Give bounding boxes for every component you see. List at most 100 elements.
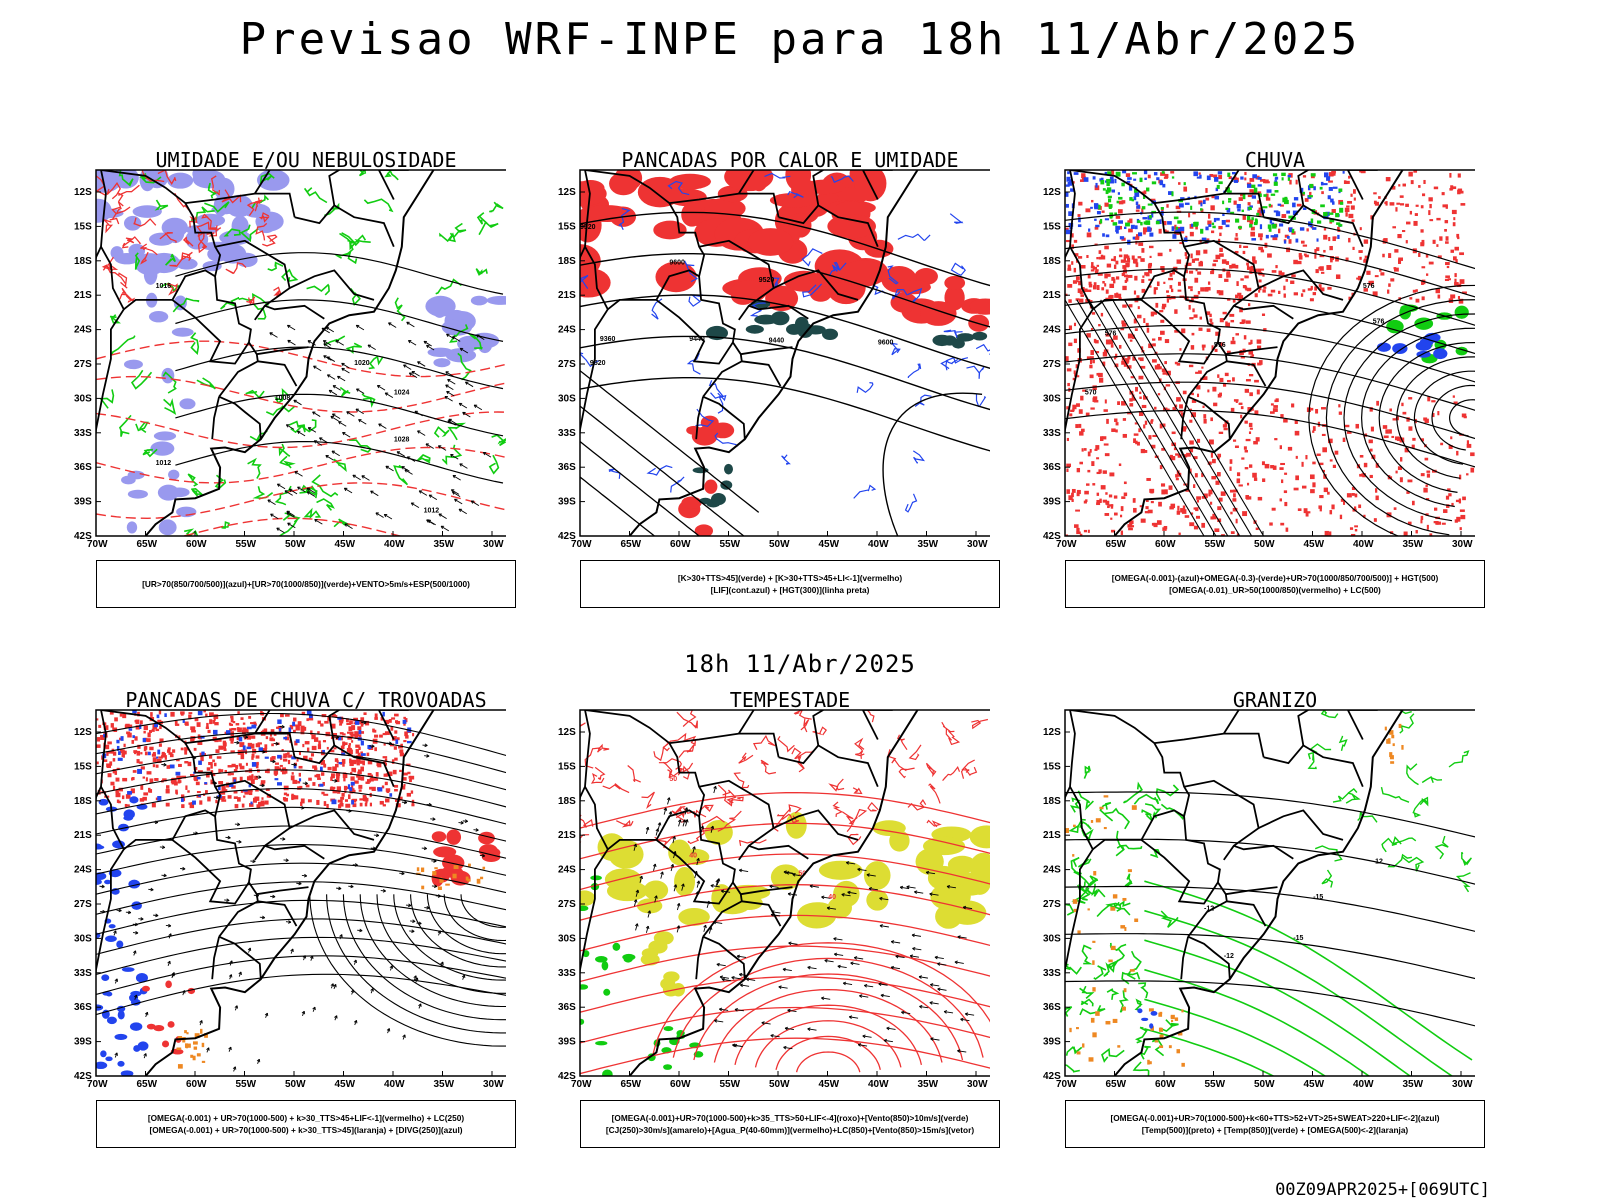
field-speck xyxy=(367,772,372,776)
border-line xyxy=(123,299,173,311)
field-speck xyxy=(1153,287,1158,290)
field-speck xyxy=(319,783,324,787)
wind-vector xyxy=(276,527,285,534)
field-speck xyxy=(1290,280,1295,284)
isoline xyxy=(580,1006,990,1044)
wind-vector xyxy=(736,955,747,958)
lon-tick-label: 60W xyxy=(670,1079,691,1090)
field-speck xyxy=(1306,228,1309,232)
map-svg: -12-12-15-15-1212S15S18S21S24S27S30S33S3… xyxy=(1043,709,1475,1090)
field-speck xyxy=(1188,364,1194,368)
field-speck xyxy=(293,764,297,769)
wind-vector-head xyxy=(276,527,280,531)
wind-vector xyxy=(331,450,340,457)
field-speck xyxy=(1228,198,1232,201)
contour-fragment xyxy=(282,512,301,523)
field-speck xyxy=(1329,459,1333,462)
field-speck xyxy=(453,865,459,870)
wind-vector xyxy=(355,408,364,415)
field-speck xyxy=(1159,180,1164,186)
field-speck xyxy=(1208,224,1212,227)
field-blob xyxy=(1149,1023,1154,1029)
field-speck xyxy=(1257,345,1262,349)
field-speck xyxy=(1092,359,1095,364)
border-line xyxy=(748,844,809,860)
isoline xyxy=(96,731,506,774)
wind-vector xyxy=(670,864,674,872)
field-speck xyxy=(1203,249,1208,254)
contour-fragment xyxy=(290,419,317,434)
contour-fragment xyxy=(828,265,838,277)
field-speck xyxy=(1118,344,1122,349)
contour-fragment xyxy=(121,287,133,301)
field-speck xyxy=(251,762,257,767)
field-speck xyxy=(1293,487,1299,491)
field-speck xyxy=(349,762,354,767)
wind-vector xyxy=(821,997,831,1000)
field-speck xyxy=(1420,519,1423,524)
wind-vector xyxy=(827,907,837,910)
field-speck xyxy=(1075,424,1079,429)
border-line xyxy=(1225,886,1278,896)
field-blob xyxy=(682,848,710,865)
field-speck xyxy=(1144,450,1148,453)
lat-tick-label: 12S xyxy=(558,187,576,198)
field-speck xyxy=(1354,525,1358,528)
field-speck xyxy=(211,772,216,777)
field-speck xyxy=(1128,304,1133,308)
field-speck xyxy=(1267,253,1272,258)
field-speck xyxy=(1065,227,1069,230)
isoline xyxy=(96,862,506,895)
field-speck xyxy=(1224,372,1229,377)
lon-tick-label: 55W xyxy=(720,1079,741,1090)
wind-vector-head xyxy=(681,883,685,887)
field-speck xyxy=(1069,413,1073,417)
field-speck xyxy=(214,722,219,726)
contour-fragment xyxy=(394,297,406,322)
field-speck xyxy=(1271,222,1275,226)
field-speck xyxy=(1079,290,1083,295)
wind-vector-head xyxy=(378,423,382,427)
field-speck xyxy=(1085,412,1090,417)
map-frame xyxy=(579,169,990,537)
field-speck xyxy=(1151,213,1154,218)
field-speck xyxy=(1297,260,1302,265)
wind-vector xyxy=(833,938,843,941)
wind-vector-head xyxy=(826,906,831,910)
lon-tick-label: 35W xyxy=(918,539,939,550)
map-frame xyxy=(1064,709,1475,1077)
field-speck xyxy=(1272,408,1278,412)
lat-tick-label: 42S xyxy=(558,531,576,542)
wind-vector xyxy=(657,822,661,830)
field-speck xyxy=(224,769,227,774)
field-speck xyxy=(1287,174,1291,178)
field-speck xyxy=(1169,285,1173,289)
border-line xyxy=(328,170,340,206)
field-speck xyxy=(1134,225,1138,230)
field-speck xyxy=(1278,270,1282,275)
field-speck xyxy=(1253,477,1258,481)
border-line xyxy=(741,360,782,387)
border-line xyxy=(738,710,755,735)
map-panel-4: PANCADAS DE CHUVA C/ TROVOADAS 12S 15S 18S 2… xyxy=(74,688,536,1158)
field-speck xyxy=(1466,473,1469,476)
field-speck xyxy=(1211,268,1215,273)
field-speck xyxy=(1314,248,1317,254)
field-speck xyxy=(1135,262,1139,268)
wind-vector xyxy=(633,899,637,907)
contour-fragment xyxy=(189,215,198,228)
field-speck xyxy=(274,762,279,765)
contour-fragment xyxy=(169,252,191,267)
field-speck xyxy=(221,799,227,802)
contour-fragment xyxy=(363,198,394,213)
field-speck xyxy=(292,779,298,784)
field-speck xyxy=(1170,456,1176,461)
field-speck xyxy=(1086,254,1089,259)
legend-line: [K>30+TTS>45](verde) + [K>30+TTS>45+LI<-… xyxy=(677,573,903,583)
border-line xyxy=(740,886,793,896)
field-speck xyxy=(1139,505,1144,508)
field-speck xyxy=(1240,406,1244,410)
field-speck xyxy=(156,758,162,764)
field-speck xyxy=(1225,187,1230,192)
field-speck xyxy=(1459,279,1465,284)
